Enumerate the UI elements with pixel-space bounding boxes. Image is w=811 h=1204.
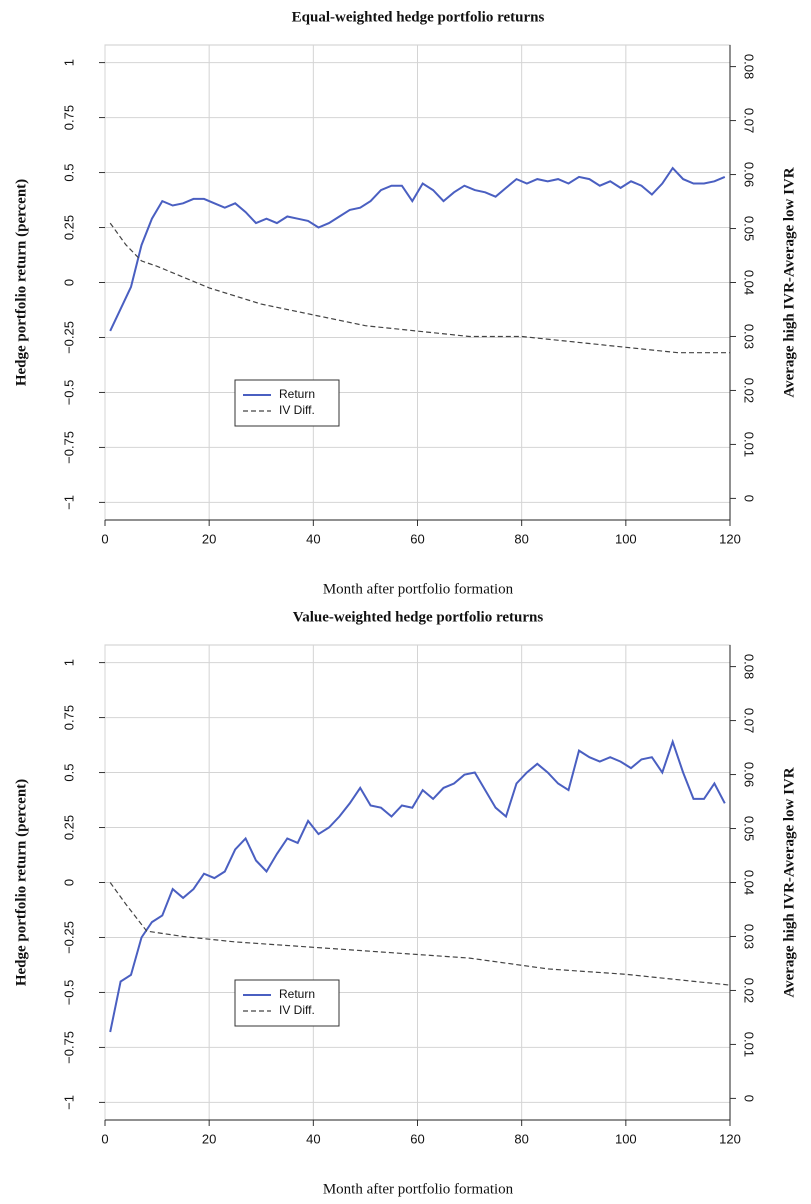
x-tick-label: 0 bbox=[101, 531, 108, 546]
legend-label: Return bbox=[279, 387, 315, 401]
x-tick-label: 20 bbox=[202, 531, 216, 546]
y2-tick-label: 0.06 bbox=[742, 162, 757, 187]
y2-tick-label: 0.08 bbox=[742, 654, 757, 679]
line-series bbox=[109, 882, 731, 986]
y2-tick-label: 0.07 bbox=[742, 708, 757, 733]
line-series bbox=[109, 166, 726, 332]
y-tick-label: 0 bbox=[61, 879, 76, 886]
y-tick-label: 0.75 bbox=[61, 105, 76, 130]
y2-tick-label: 0.08 bbox=[742, 54, 757, 79]
y-tick-label: 0.75 bbox=[61, 705, 76, 730]
y-tick-label: −0.25 bbox=[61, 921, 76, 954]
x-tick-label: 100 bbox=[615, 1131, 637, 1146]
y-tick-label: −0.5 bbox=[61, 980, 76, 1006]
y-axis-label: Hedge portfolio return (percent) bbox=[13, 779, 29, 986]
y-tick-label: 0.5 bbox=[61, 764, 76, 782]
x-tick-label: 20 bbox=[202, 1131, 216, 1146]
y-tick-label: −0.75 bbox=[61, 1031, 76, 1064]
x-tick-label: 80 bbox=[514, 531, 528, 546]
y-tick-label: 1 bbox=[61, 659, 76, 666]
y-tick-label: −1 bbox=[61, 495, 76, 510]
x-tick-label: 0 bbox=[101, 1131, 108, 1146]
line-series bbox=[109, 738, 726, 1033]
y2-tick-label: 0.05 bbox=[742, 216, 757, 241]
y2-tick-label: 0.03 bbox=[742, 924, 757, 949]
legend-box bbox=[234, 979, 340, 1027]
y-tick-label: −0.75 bbox=[61, 431, 76, 464]
y2-tick-label: 0.02 bbox=[742, 378, 757, 403]
y2-axis-label: Average high IVR-Average low IVR bbox=[781, 767, 797, 997]
x-tick-label: 100 bbox=[615, 531, 637, 546]
y2-tick-label: 0.04 bbox=[742, 270, 757, 295]
legend-box bbox=[234, 379, 340, 427]
y2-tick-label: 0.01 bbox=[742, 1032, 757, 1057]
y2-tick-label: 0.04 bbox=[742, 870, 757, 895]
x-axis-label: Month after portfolio formation bbox=[323, 581, 514, 597]
y2-tick-label: 0 bbox=[742, 495, 757, 502]
legend-label: IV Diff. bbox=[279, 1003, 315, 1017]
x-tick-label: 40 bbox=[306, 531, 320, 546]
y-tick-label: 0 bbox=[61, 279, 76, 286]
y-axis-label: Hedge portfolio return (percent) bbox=[13, 179, 29, 386]
y-tick-label: 0.25 bbox=[61, 215, 76, 240]
x-tick-label: 60 bbox=[410, 1131, 424, 1146]
chart-title: Value-weighted hedge portfolio returns bbox=[293, 609, 544, 625]
y-tick-label: −1 bbox=[61, 1095, 76, 1110]
legend-label: Return bbox=[279, 987, 315, 1001]
y2-tick-label: 0.01 bbox=[742, 432, 757, 457]
y2-tick-label: 0.02 bbox=[742, 978, 757, 1003]
x-tick-label: 120 bbox=[719, 1131, 741, 1146]
y2-tick-label: 0.03 bbox=[742, 324, 757, 349]
x-axis-label: Month after portfolio formation bbox=[323, 1181, 514, 1197]
x-tick-label: 120 bbox=[719, 531, 741, 546]
x-tick-label: 40 bbox=[306, 1131, 320, 1146]
y2-tick-label: 0 bbox=[742, 1095, 757, 1102]
x-tick-label: 60 bbox=[410, 531, 424, 546]
y2-tick-label: 0.06 bbox=[742, 762, 757, 787]
y-tick-label: −0.25 bbox=[61, 321, 76, 354]
y2-axis-label: Average high IVR-Average low IVR bbox=[781, 167, 797, 397]
y2-tick-label: 0.07 bbox=[742, 108, 757, 133]
legend-label: IV Diff. bbox=[279, 403, 315, 417]
y-tick-label: 0.5 bbox=[61, 164, 76, 182]
chart-title: Equal-weighted hedge portfolio returns bbox=[292, 9, 545, 25]
y-tick-label: 0.25 bbox=[61, 815, 76, 840]
line-series bbox=[109, 222, 730, 354]
y2-tick-label: 0.05 bbox=[742, 816, 757, 841]
x-tick-label: 80 bbox=[514, 1131, 528, 1146]
y-tick-label: 1 bbox=[61, 59, 76, 66]
y-tick-label: −0.5 bbox=[61, 380, 76, 406]
